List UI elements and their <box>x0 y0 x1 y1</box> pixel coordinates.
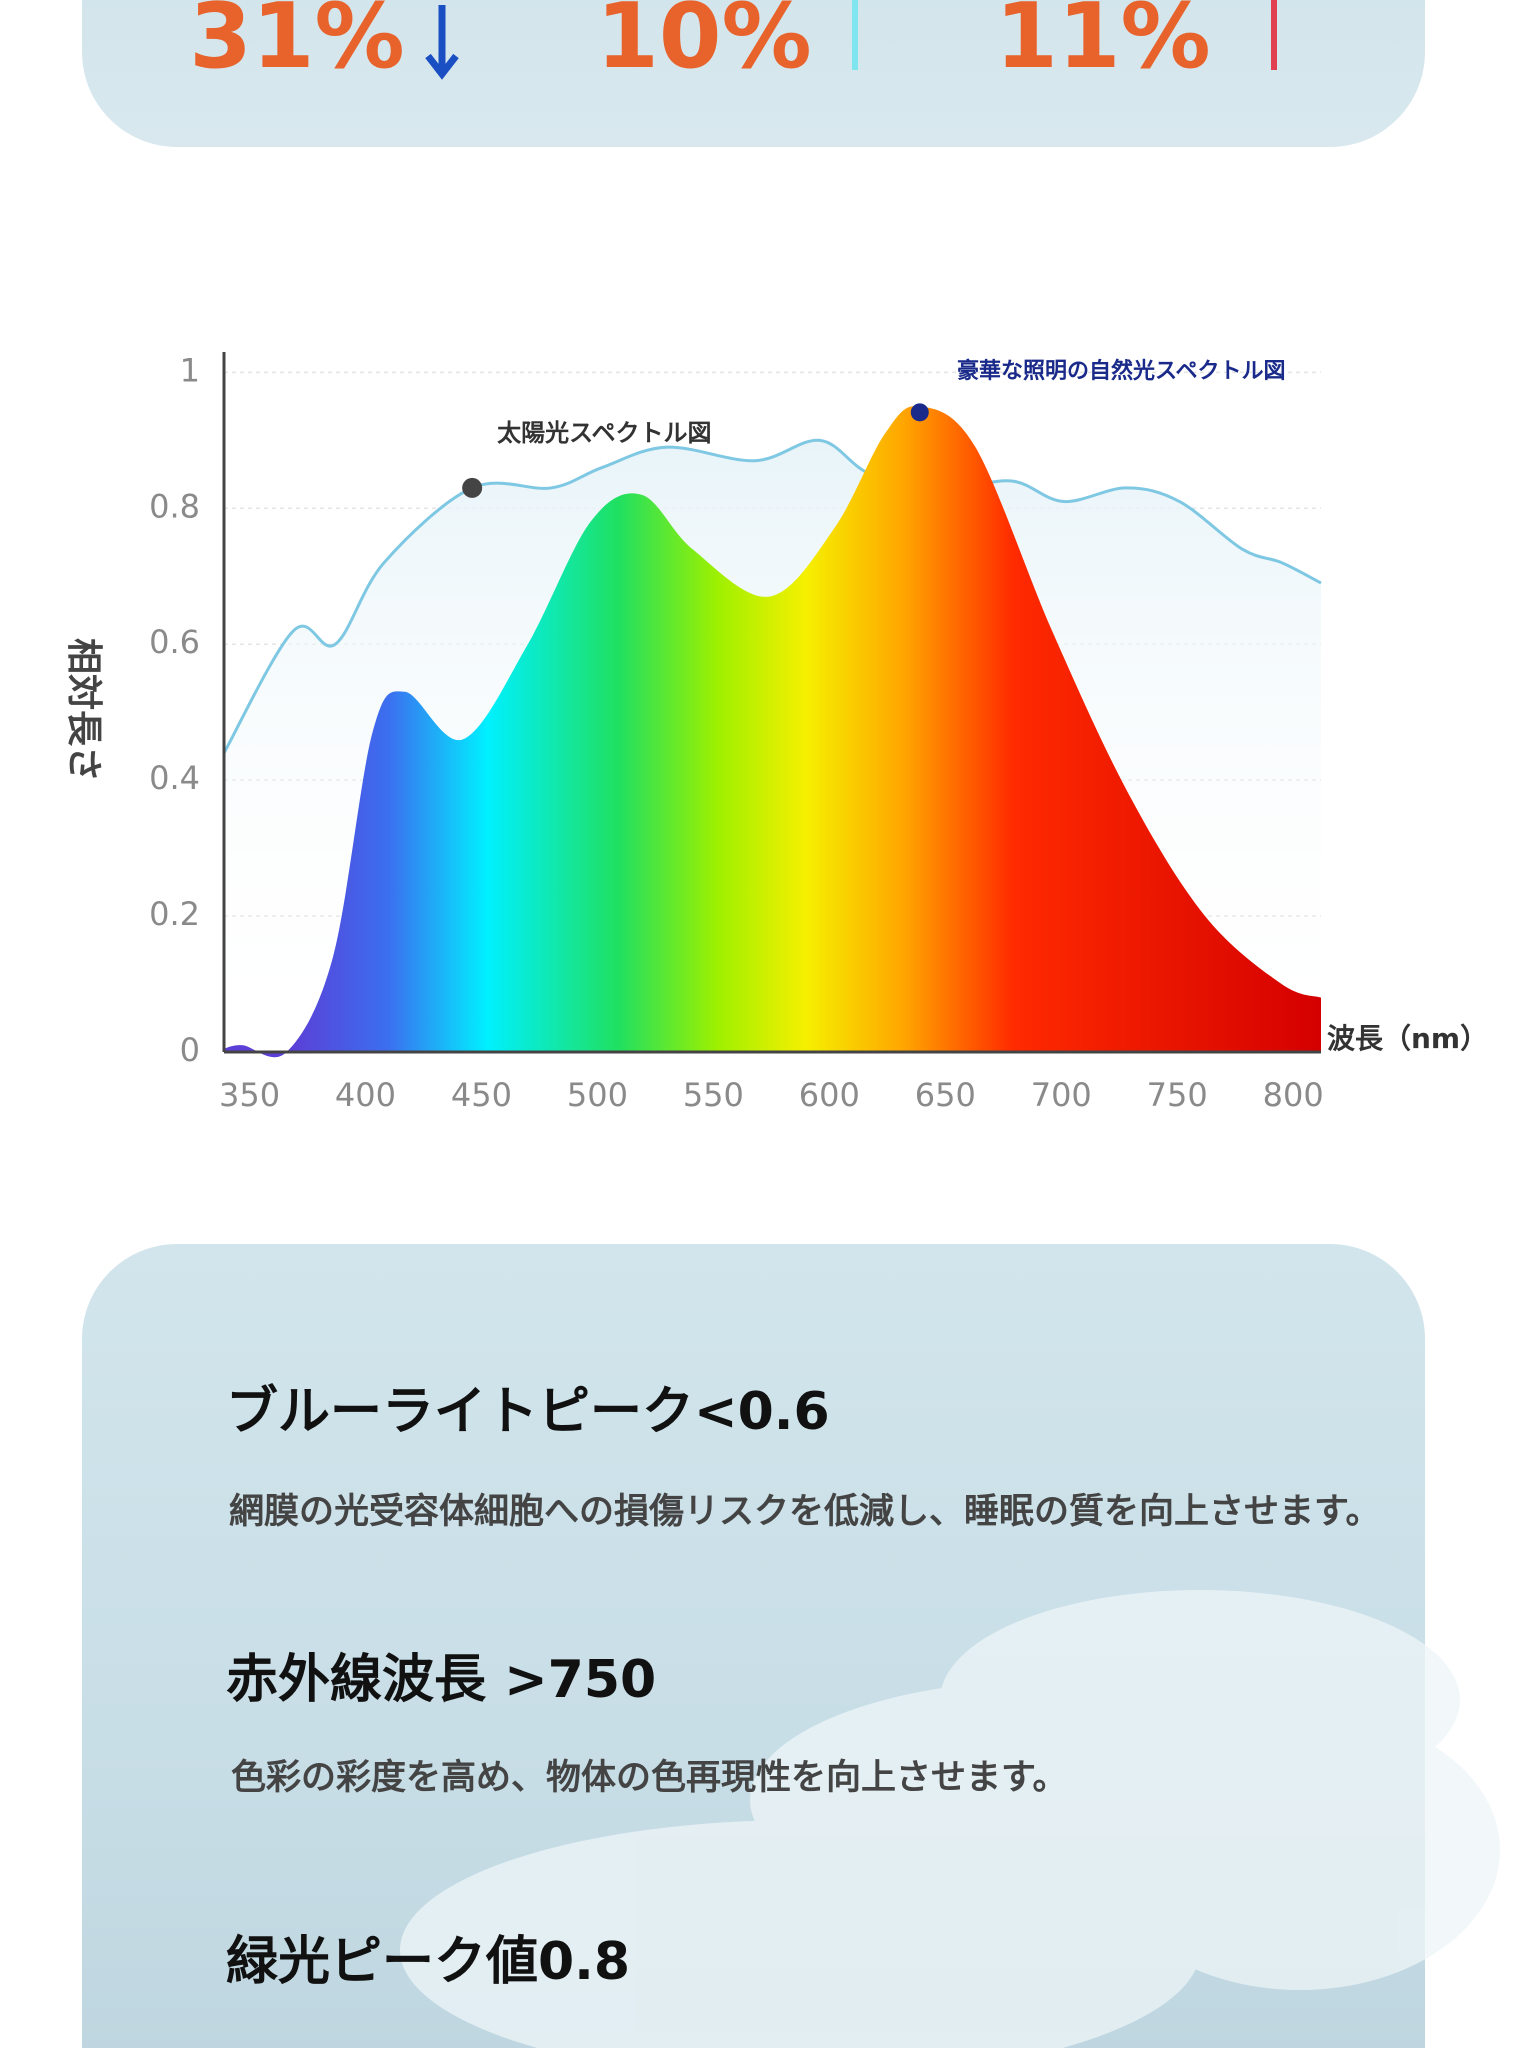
x-tick-label: 550 <box>683 1076 744 1114</box>
x-tick-label: 400 <box>335 1076 396 1114</box>
y-tick-label: 1 <box>180 351 200 389</box>
x-tick-label: 800 <box>1263 1076 1324 1114</box>
stat-value: 31% <box>189 0 404 89</box>
x-axis-label: 波長（nm） <box>1327 1022 1488 1055</box>
stats-panel <box>82 0 1425 147</box>
y-tick-label: 0.4 <box>149 759 200 797</box>
x-tick-label: 750 <box>1147 1076 1208 1114</box>
feature-title: ブルーライトピーク<0.6 <box>226 1382 830 1442</box>
feature-text: 色彩の彩度を高め、物体の色再現性を向上させます。 <box>231 1758 1068 1798</box>
y-tick-label: 0.8 <box>149 487 200 525</box>
spectrum-area <box>224 406 1321 1058</box>
y-tick-label: 0.2 <box>149 895 200 933</box>
feature-text: 網膜の光受容体細胞への損傷リスクを低減し、睡眠の質を向上させます。 <box>229 1492 1381 1532</box>
series-label: 豪華な照明の自然光スペクトル図 <box>957 358 1285 384</box>
x-tick-label: 600 <box>799 1076 860 1114</box>
x-tick-label: 650 <box>915 1076 976 1114</box>
x-tick-label: 450 <box>451 1076 512 1114</box>
chart: 0 0.2 0.4 0.6 0.8 1 350 400 450 500 550 600 650 700 75… <box>149 351 1324 1114</box>
x-tick-label: 350 <box>219 1076 280 1114</box>
red-bar-icon <box>1271 0 1277 70</box>
x-tick-label: 500 <box>567 1076 628 1114</box>
down-arrow-icon <box>425 5 459 80</box>
spectrum-line <box>222 438 1322 754</box>
y-tick-label: 0.6 <box>149 623 200 661</box>
y-tick-label: 0 <box>180 1031 200 1069</box>
feature-title: 赤外線波長 >750 <box>226 1650 656 1710</box>
x-tick-label: 700 <box>1031 1076 1092 1114</box>
marker-dot <box>462 477 483 498</box>
series-label: 太陽光スペクトル図 <box>497 419 711 447</box>
stat-value: 11% <box>995 0 1210 89</box>
feature-title: 緑光ピーク値0.8 <box>226 1932 630 1992</box>
marker-dot <box>910 403 929 422</box>
clouds <box>400 1590 1500 2052</box>
y-axis-label: 相対長さ <box>63 638 104 782</box>
stat-value: 10% <box>596 0 811 89</box>
cyan-bar-icon <box>852 0 858 70</box>
